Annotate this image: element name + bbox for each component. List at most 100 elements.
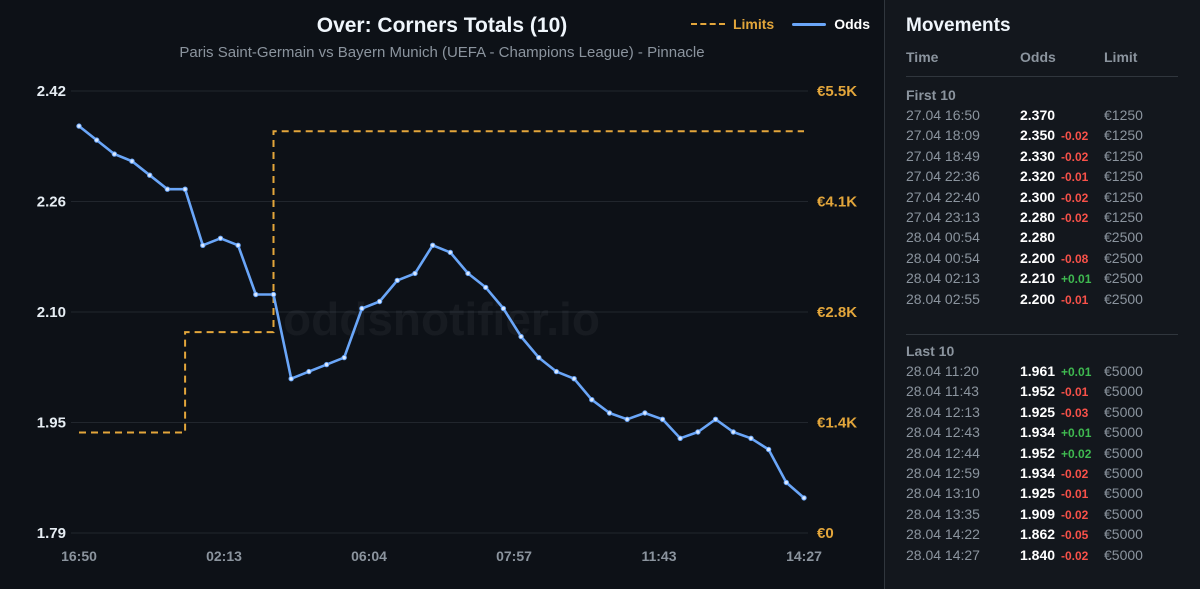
- odds-point: [801, 495, 807, 501]
- odds-point: [376, 298, 383, 305]
- odds-point: [677, 435, 683, 441]
- movement-odds: 1.952: [1020, 383, 1056, 400]
- movement-odds: 2.320: [1020, 168, 1056, 185]
- movement-delta: -0.02: [1061, 149, 1089, 164]
- y-tick-label: 1.79: [37, 525, 66, 542]
- odds-point: [642, 410, 648, 416]
- x-tick-label: 06:04: [351, 548, 387, 564]
- movement-odds: 2.280: [1020, 209, 1056, 225]
- movement-time: 28.04 12:43: [906, 424, 980, 441]
- movement-odds: 2.200: [1020, 249, 1056, 266]
- movement-row: 27.04 22:36 2.320 -0.01 €1250: [906, 168, 1178, 188]
- odds-point: [553, 368, 560, 375]
- movement-odds: 2.300: [1020, 188, 1056, 205]
- movement-delta: -0.02: [1061, 467, 1089, 481]
- movement-limit: €1250: [1104, 188, 1143, 205]
- odds-point: [571, 376, 577, 382]
- movement-odds: 2.280: [1020, 229, 1056, 246]
- odds-point: [589, 397, 595, 403]
- movement-limit: €1250: [1104, 127, 1143, 144]
- movement-row: 27.04 22:40 2.300 -0.02 €1250: [906, 189, 1178, 209]
- movement-limit: €1250: [1104, 147, 1143, 164]
- y-right-tick-label: €4.1K: [817, 194, 857, 211]
- movement-time: 28.04 13:10: [906, 485, 980, 502]
- chart-area: oddsnotifier.io 2.42 2.26 2.10 1.95 1.79 €5.5K…: [37, 14, 870, 564]
- odds-point: [465, 270, 471, 277]
- movement-time: 27.04 23:13: [906, 209, 980, 225]
- movement-limit: €1250: [1104, 209, 1143, 225]
- movement-time: 28.04 11:20: [906, 363, 979, 379]
- odds-point: [129, 158, 135, 164]
- odds-point: [447, 249, 453, 256]
- movement-time: 27.04 18:09: [906, 127, 980, 144]
- movement-delta: +0.01: [1061, 426, 1092, 441]
- movement-time: 28.04 14:22: [906, 526, 980, 543]
- odds-line: [78, 125, 805, 499]
- odds-point: [536, 354, 542, 361]
- odds-swatch-icon: [792, 22, 827, 26]
- odds-point: [500, 305, 507, 312]
- header-divider: [906, 76, 1178, 77]
- movement-time: 28.04 02:13: [906, 270, 980, 287]
- movement-odds: 1.934: [1020, 465, 1056, 481]
- movement-limit: €2500: [1104, 270, 1143, 287]
- movement-odds: 2.330: [1020, 147, 1056, 164]
- movement-odds: 1.925: [1020, 485, 1056, 502]
- movement-odds: 1.934: [1020, 424, 1056, 441]
- chart-legend: Limits Odds: [673, 16, 870, 32]
- movement-limit: €2500: [1104, 290, 1143, 307]
- movement-odds: 1.925: [1020, 403, 1056, 420]
- odds-point: [147, 172, 153, 178]
- movement-time: 28.04 00:54: [906, 249, 980, 266]
- movement-row: 28.04 12:13 1.925 -0.03 €5000: [906, 404, 1178, 424]
- movement-time: 27.04 16:50: [906, 107, 980, 123]
- movement-odds: 1.840: [1020, 546, 1056, 563]
- odds-chart: oddsnotifier.io 2.42 2.26 2.10 1.95 1.79 €5.5K…: [37, 83, 857, 564]
- odds-point: [341, 354, 347, 361]
- movement-limit: €1250: [1104, 107, 1143, 123]
- movement-row: 27.04 18:09 2.350 -0.02 €1250: [906, 127, 1178, 147]
- legend-label-limits: Limits: [732, 16, 775, 32]
- movement-row: 28.04 14:27 1.840 -0.02 €5000: [906, 547, 1178, 567]
- y-tick-label: 1.95: [37, 415, 66, 432]
- movement-row: 27.04 18:49 2.330 -0.02 €1250: [906, 148, 1178, 168]
- movement-delta: +0.02: [1061, 446, 1092, 461]
- odds-point: [606, 410, 613, 416]
- y-right-tick-label: €0: [817, 525, 834, 542]
- movement-delta: -0.01: [1061, 170, 1089, 185]
- odds-point: [288, 376, 294, 382]
- movement-limit: €5000: [1104, 505, 1143, 522]
- group-label: Last 10: [906, 343, 955, 359]
- legend-item-odds[interactable]: Odds: [792, 16, 870, 32]
- movement-delta: -0.01: [1061, 385, 1089, 400]
- x-tick-label: 02:13: [206, 548, 242, 564]
- limits-line: [79, 130, 804, 434]
- group-label: First 10: [906, 87, 956, 103]
- column-limit: Limit: [1104, 49, 1138, 65]
- y-right-tick-label: €1.4K: [817, 415, 857, 432]
- movement-limit: €5000: [1104, 546, 1143, 563]
- movement-delta: -0.01: [1061, 292, 1089, 307]
- column-time: Time: [906, 49, 939, 65]
- x-tick-label: 11:43: [641, 548, 676, 564]
- movement-row: 28.04 12:43 1.934 +0.01 €5000: [906, 424, 1178, 444]
- movement-delta: -0.02: [1061, 129, 1089, 144]
- movement-delta: -0.01: [1061, 487, 1089, 502]
- movement-limit: €5000: [1104, 485, 1143, 502]
- movement-time: 28.04 00:54: [906, 229, 980, 246]
- movements-panel: Movements Time Odds Limit First 10 27.04 …: [884, 0, 1200, 589]
- movement-time: 28.04 02:55: [906, 290, 980, 307]
- legend-item-limits[interactable]: Limits: [690, 16, 775, 32]
- chart-subtitle: Paris Saint-Germain vs Bayern Munich (UE…: [179, 44, 705, 61]
- odds-point: [430, 242, 436, 249]
- movement-limit: €5000: [1104, 403, 1143, 420]
- movement-delta: -0.02: [1061, 211, 1089, 225]
- movement-row: 28.04 12:59 1.934 -0.02 €5000: [906, 465, 1178, 485]
- odds-point: [253, 291, 259, 298]
- movements-title: Movements: [906, 15, 1011, 36]
- odds-point: [394, 277, 400, 284]
- odds-point: [730, 429, 736, 435]
- movement-limit: €5000: [1104, 444, 1143, 461]
- y-tick-label: 2.42: [37, 83, 66, 100]
- odds-point: [111, 151, 118, 157]
